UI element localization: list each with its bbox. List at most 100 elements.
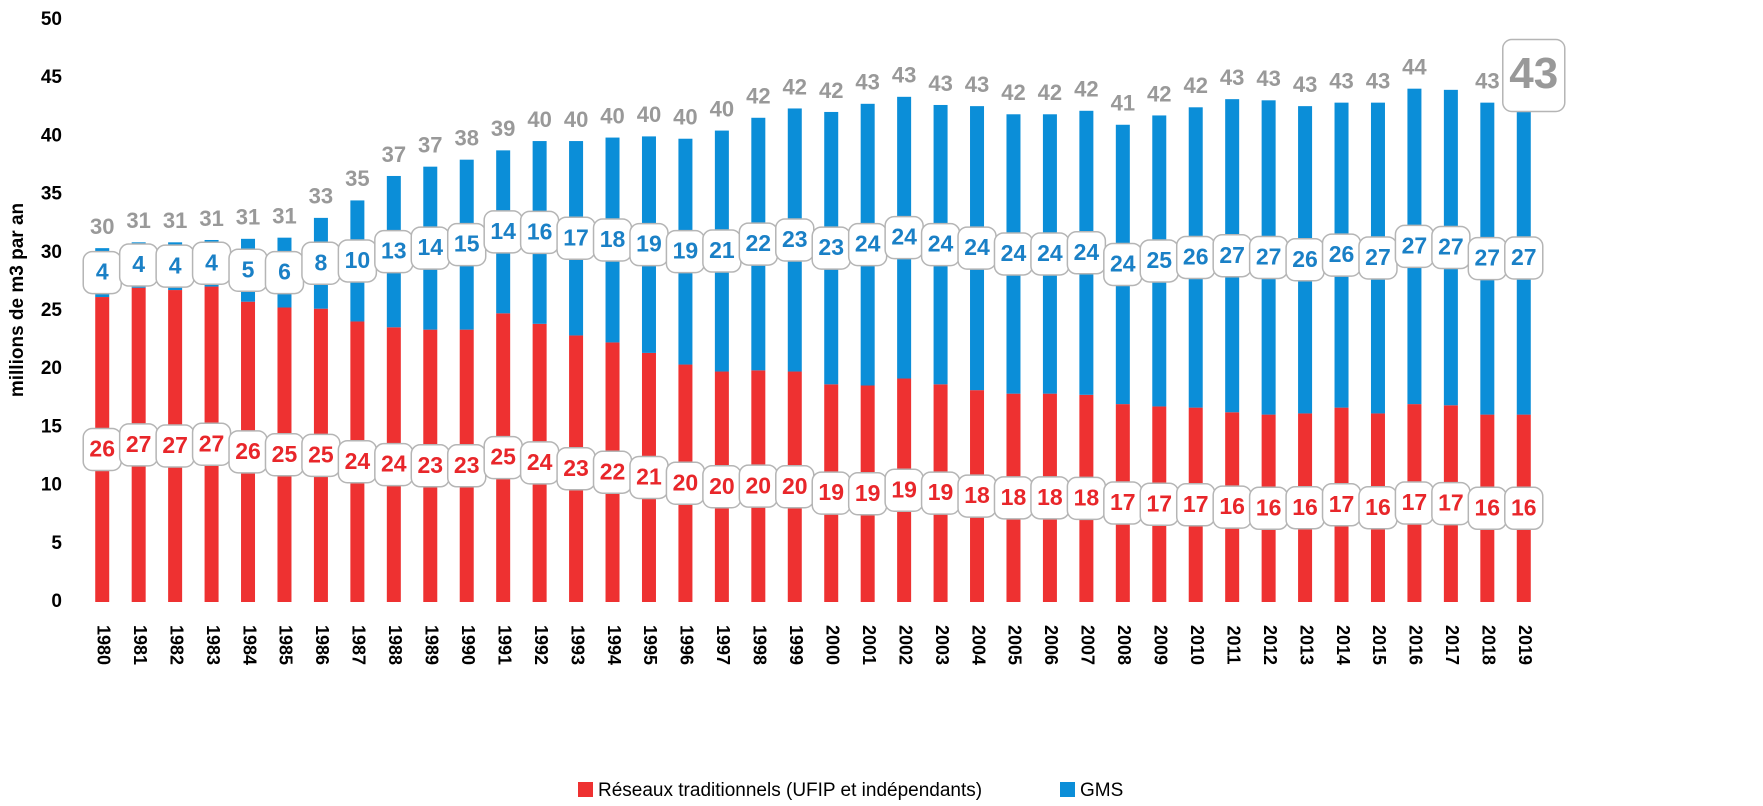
data-label: 24 [381,451,407,477]
total-label-box [1502,38,1566,113]
data-label: 16 [1292,494,1318,520]
x-tick-label: 2011 [1223,625,1243,664]
total-label: 35 [345,166,369,191]
data-label: 17 [1438,490,1464,516]
data-label: 23 [563,455,589,481]
y-tick-label: 15 [41,416,63,437]
data-label: 13 [381,238,407,264]
data-label: 27 [162,432,188,458]
x-tick-label: 2002 [895,625,915,665]
total-label: 31 [236,205,260,230]
y-tick-label: 10 [41,475,62,496]
total-label: 40 [564,107,588,132]
total-label: 42 [1001,80,1025,105]
total-label: 40 [600,103,624,128]
data-label: 17 [1402,489,1428,515]
x-tick-label: 2010 [1187,625,1207,665]
data-label: 17 [1110,489,1136,515]
x-tick-label: 1984 [239,625,259,665]
total-label: 43 [1509,49,1558,98]
data-label: 17 [1146,490,1172,516]
data-label: 24 [1001,240,1027,266]
total-label: 40 [637,102,661,127]
data-label: 26 [235,438,261,464]
data-label: 22 [600,458,626,484]
data-label: 27 [1511,244,1537,270]
data-label-box [1504,486,1544,531]
total-label: 39 [491,116,515,141]
x-tick-label: 1986 [312,625,332,665]
total-label: 42 [1074,77,1098,102]
total-label: 42 [746,84,770,109]
legend-label: GMS [1080,780,1123,801]
data-label: 6 [278,259,291,285]
data-label: 24 [928,231,954,257]
data-label: 19 [636,231,662,257]
data-label: 20 [709,473,735,499]
data-label: 17 [563,224,589,250]
data-label: 24 [1037,240,1063,266]
data-label: 17 [1183,491,1209,517]
data-label: 5 [242,256,255,282]
data-label: 19 [818,479,844,505]
y-tick-label: 5 [51,533,62,554]
data-label: 24 [345,448,371,474]
data-label: 20 [782,473,808,499]
data-label: 26 [89,436,115,462]
x-tick-label: 2018 [1479,625,1499,665]
x-tick-label: 1987 [349,625,369,665]
data-label: 25 [490,444,516,470]
x-tick-label: 1998 [750,625,770,665]
data-label: 16 [1511,494,1537,520]
total-label: 43 [1220,65,1244,90]
total-label: 42 [1183,73,1207,98]
x-tick-label: 2009 [1151,625,1171,665]
data-label: 22 [746,230,772,256]
data-label: 27 [1256,244,1282,270]
x-tick-label: 2003 [932,625,952,665]
y-tick-label: 25 [41,300,63,321]
data-label: 16 [1219,493,1245,519]
data-label: 20 [673,469,699,495]
data-label: 27 [1219,242,1245,268]
total-label: 43 [855,70,879,95]
data-label: 19 [855,480,881,506]
x-tick-label: 2014 [1333,625,1353,665]
total-label: 43 [965,72,989,97]
data-label: 23 [454,452,480,478]
data-label: 14 [490,218,516,244]
data-label: 27 [126,431,152,457]
x-tick-label: 1997 [713,625,733,665]
total-label: 31 [163,208,187,233]
data-label: 19 [928,479,954,505]
data-label: 4 [169,252,182,278]
x-tick-label: 1981 [130,625,150,665]
total-label: 31 [199,206,223,231]
x-tick-label: 2001 [859,625,879,665]
y-tick-label: 20 [41,358,62,379]
total-label: 31 [126,208,150,233]
x-tick-label: 2015 [1369,625,1389,665]
total-label: 43 [1366,68,1390,93]
data-label: 18 [964,482,990,508]
total-label: 42 [819,78,843,103]
data-label: 18 [600,226,626,252]
data-label: 27 [1475,245,1501,271]
x-tick-label: 2006 [1041,625,1061,665]
data-label: 23 [417,452,443,478]
data-label: 21 [709,237,735,263]
legend-label: Réseaux traditionnels (UFIP et indépenda… [598,780,982,801]
legend-swatch [1060,782,1075,797]
y-tick-label: 45 [41,67,63,88]
data-label: 16 [1365,494,1391,520]
data-label: 20 [746,472,772,498]
data-label: 21 [636,464,662,490]
x-tick-label: 1985 [276,625,296,665]
x-tick-label: 2005 [1005,625,1025,665]
data-label: 23 [782,226,808,252]
total-label: 37 [382,142,406,167]
x-tick-label: 1993 [567,625,587,665]
total-label: 42 [783,74,807,99]
data-label: 18 [1037,484,1063,510]
